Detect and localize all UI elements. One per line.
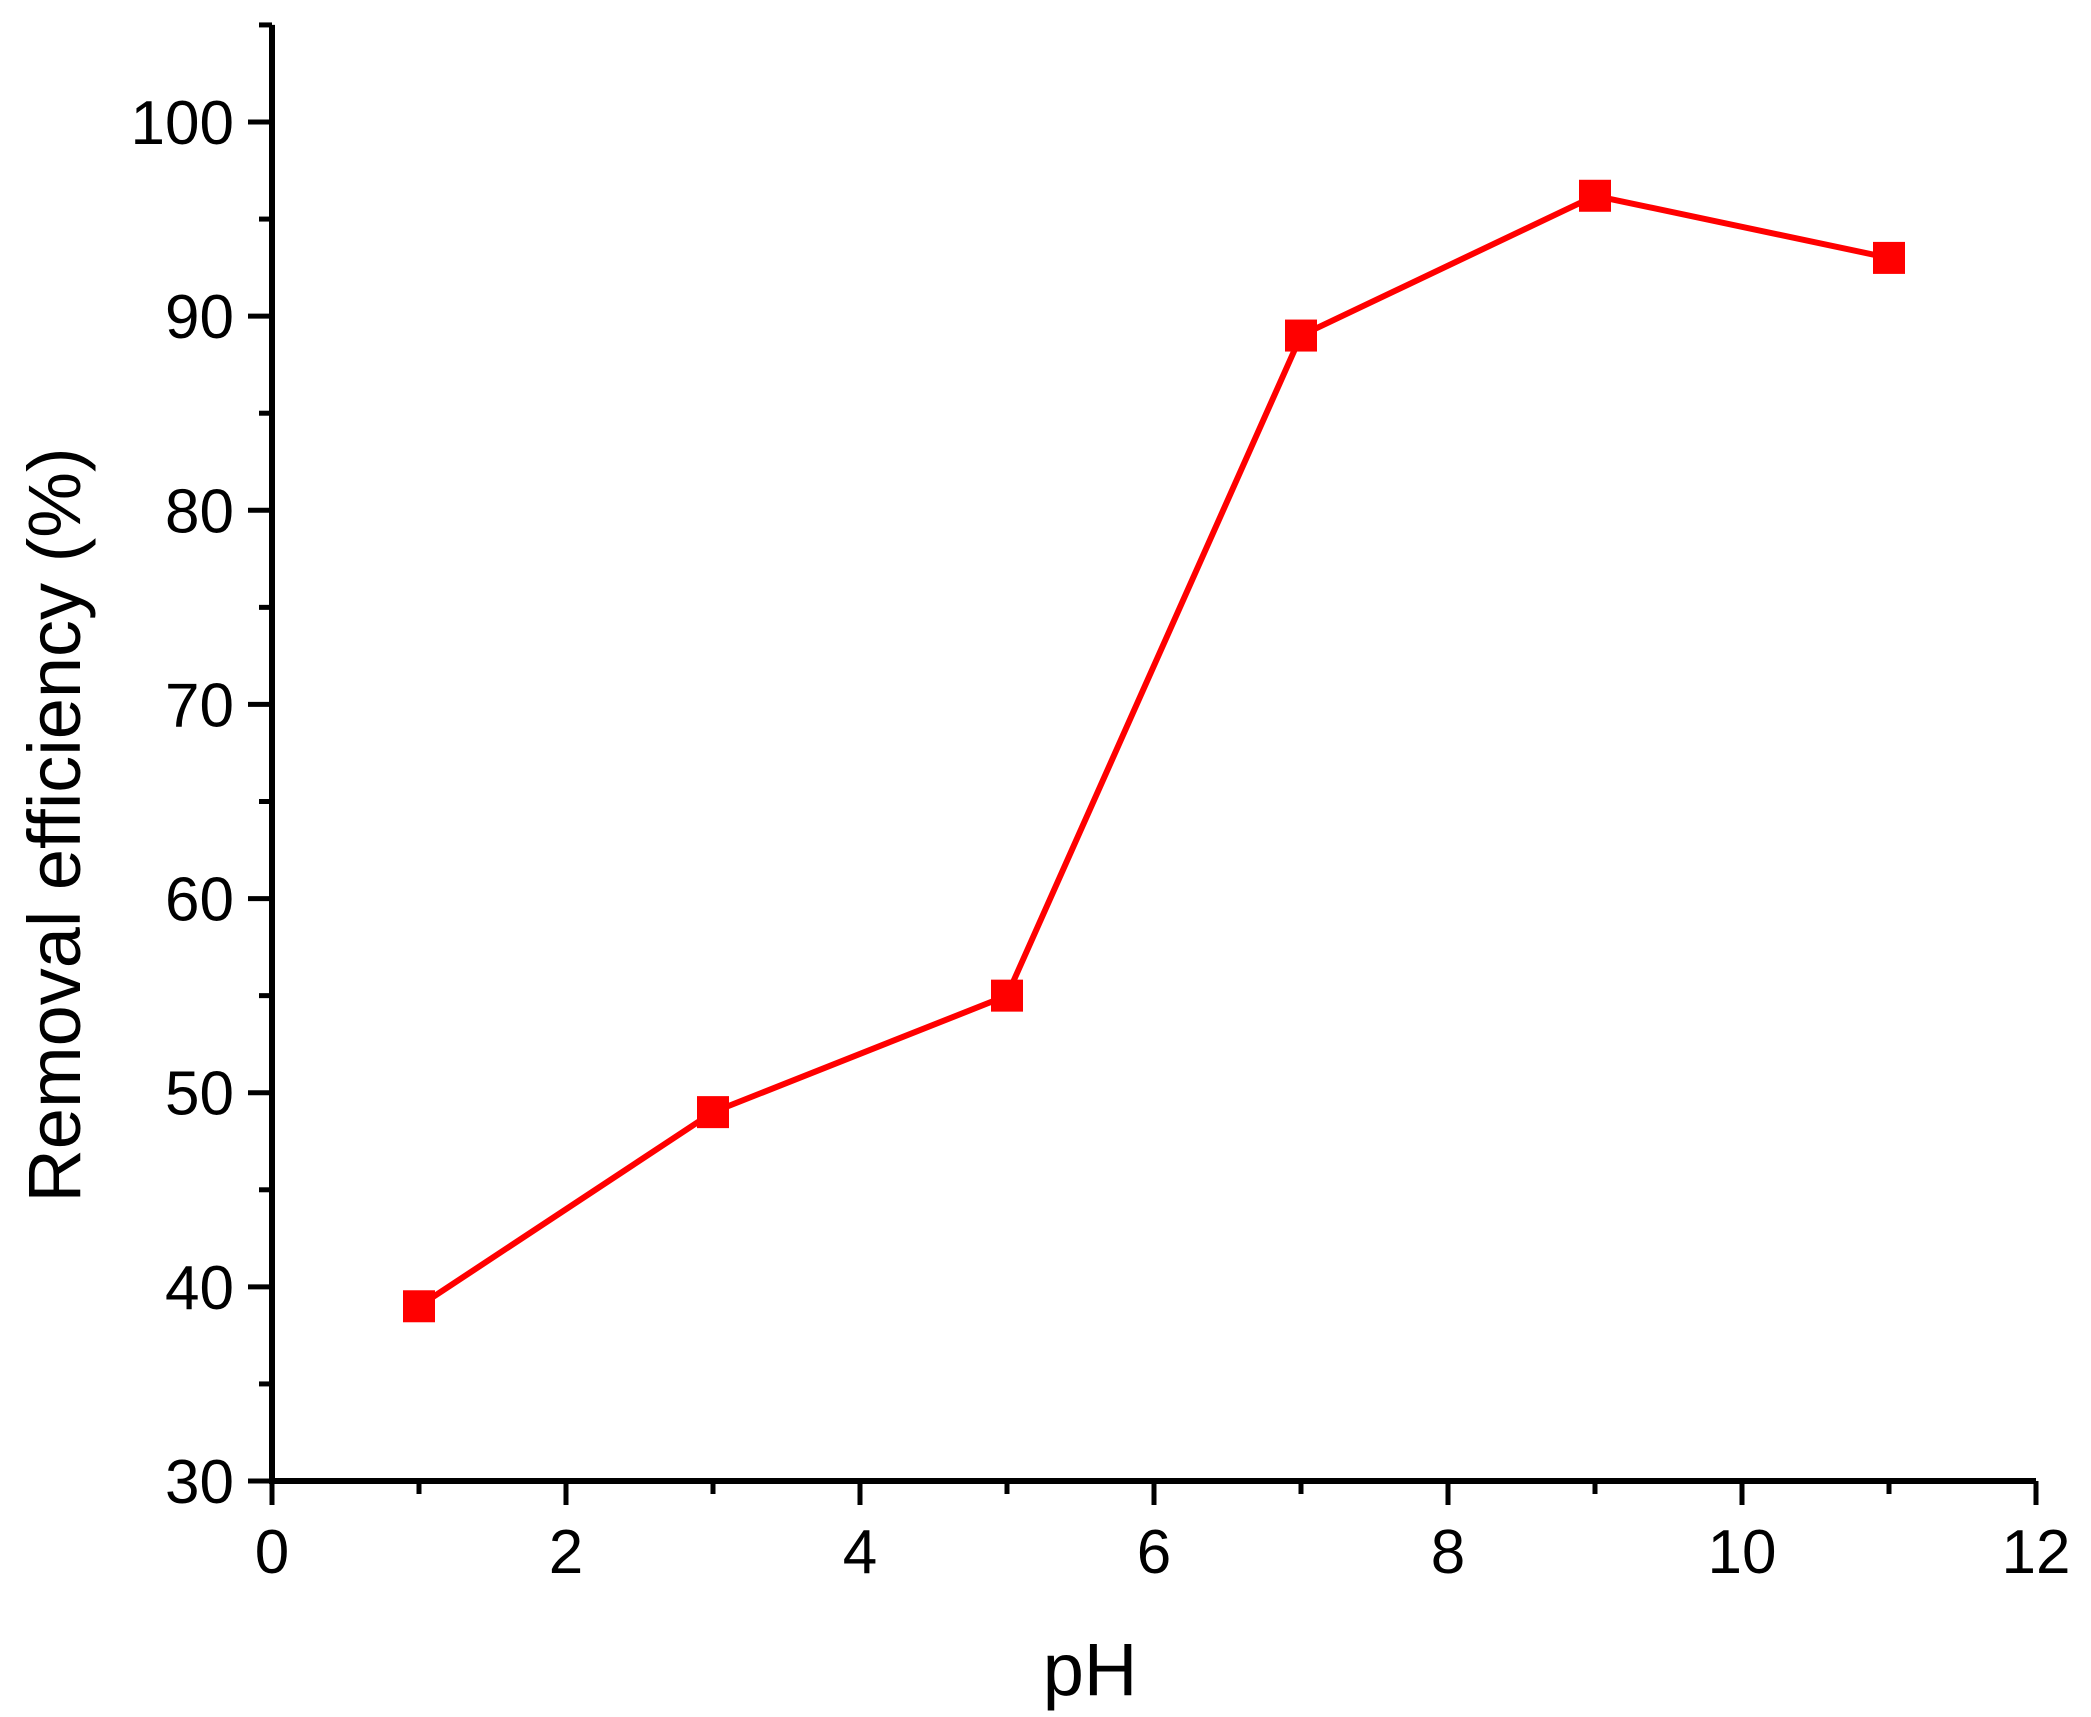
y-tick-label: 70 [165, 671, 234, 740]
data-point [1579, 179, 1611, 212]
y-tick-label: 50 [165, 1060, 234, 1129]
x-tick-label: 4 [843, 1518, 877, 1587]
data-point [697, 1096, 729, 1129]
x-tick-label: 0 [255, 1518, 289, 1587]
data-point [403, 1290, 435, 1323]
y-axis-title: Removal efficiency (%) [13, 447, 96, 1202]
y-tick-label: 100 [131, 89, 234, 158]
y-tick-label: 30 [165, 1448, 234, 1517]
x-tick-label: 6 [1137, 1518, 1171, 1587]
x-axis-title: pH [1043, 1628, 1138, 1711]
y-tick-label: 60 [165, 866, 234, 935]
data-point [1285, 319, 1317, 352]
y-tick-label: 40 [165, 1254, 234, 1323]
x-tick-label: 12 [2002, 1518, 2071, 1587]
axes: 0 2 4 6 8 10 12 30 40 50 60 70 80 90 100 [131, 22, 2071, 1587]
y-tick-label: 80 [165, 477, 234, 546]
series-line [417, 192, 1890, 1309]
x-tick-label: 8 [1431, 1518, 1465, 1587]
series-layer [403, 179, 1905, 1323]
data-point [991, 979, 1023, 1012]
x-tick-label: 2 [549, 1518, 583, 1587]
x-tick-label: 10 [1708, 1518, 1777, 1587]
y-tick-label: 90 [165, 283, 234, 352]
data-point [1873, 241, 1905, 274]
